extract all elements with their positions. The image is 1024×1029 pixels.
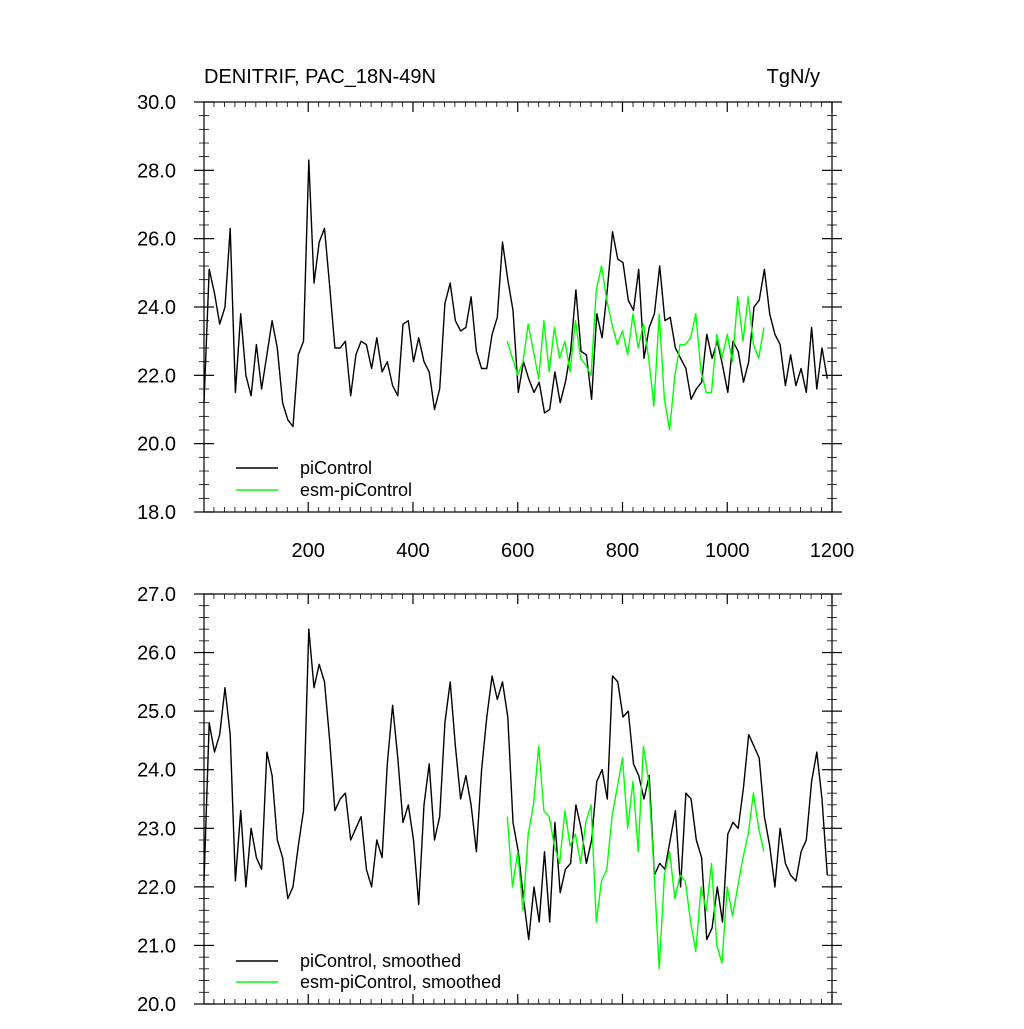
y-tick-label: 30.0 <box>137 92 176 114</box>
x-tick-label: 200 <box>292 540 325 562</box>
y-tick-label: 20.0 <box>137 434 176 456</box>
legend-label: piControl, smoothed <box>300 951 461 971</box>
y-tick-label: 22.0 <box>137 365 176 387</box>
series-line-esm-picontrol <box>506 265 765 431</box>
y-tick-label: 24.0 <box>137 297 176 319</box>
series-line-esm-picontrol-smoothed <box>506 745 765 970</box>
legend-label: esm-piControl <box>300 480 412 500</box>
chart-panel-1: 18.0 20.0 22.0 24.0 26.0 28.0 30.0 200 400 600 800… <box>137 66 854 562</box>
series-line-picontrol-smoothed <box>203 628 828 941</box>
chart-panel-2: 20.0 21.0 22.0 23.0 24.0 25.0 26.0 27.0 piContro… <box>137 584 842 1016</box>
x-tick-label: 600 <box>501 540 534 562</box>
y-tick-label: 26.0 <box>137 229 176 251</box>
y-tick-label: 23.0 <box>137 818 176 840</box>
y-tick-label: 20.0 <box>137 994 176 1016</box>
x-tick-label: 1200 <box>810 540 855 562</box>
x-tick-label: 400 <box>396 540 429 562</box>
y-tick-label: 28.0 <box>137 160 176 182</box>
y-tick-label: 18.0 <box>137 502 176 524</box>
x-tick-label: 800 <box>606 540 639 562</box>
legend-label: piControl <box>300 458 372 478</box>
series-line-picontrol <box>203 159 828 428</box>
plot-frame <box>203 101 833 513</box>
y-tick-label: 24.0 <box>137 760 176 782</box>
plot-frame <box>203 593 833 1005</box>
y-tick-label: 21.0 <box>137 935 176 957</box>
y-tick-label: 22.0 <box>137 877 176 899</box>
x-tick-label: 1000 <box>705 540 750 562</box>
y-tick-label: 27.0 <box>137 584 176 606</box>
chart-units: TgN/y <box>767 66 820 88</box>
y-tick-label: 26.0 <box>137 643 176 665</box>
legend-label: esm-piControl, smoothed <box>300 972 501 992</box>
chart-title: DENITRIF, PAC_18N-49N <box>204 66 436 88</box>
y-tick-label: 25.0 <box>137 701 176 723</box>
